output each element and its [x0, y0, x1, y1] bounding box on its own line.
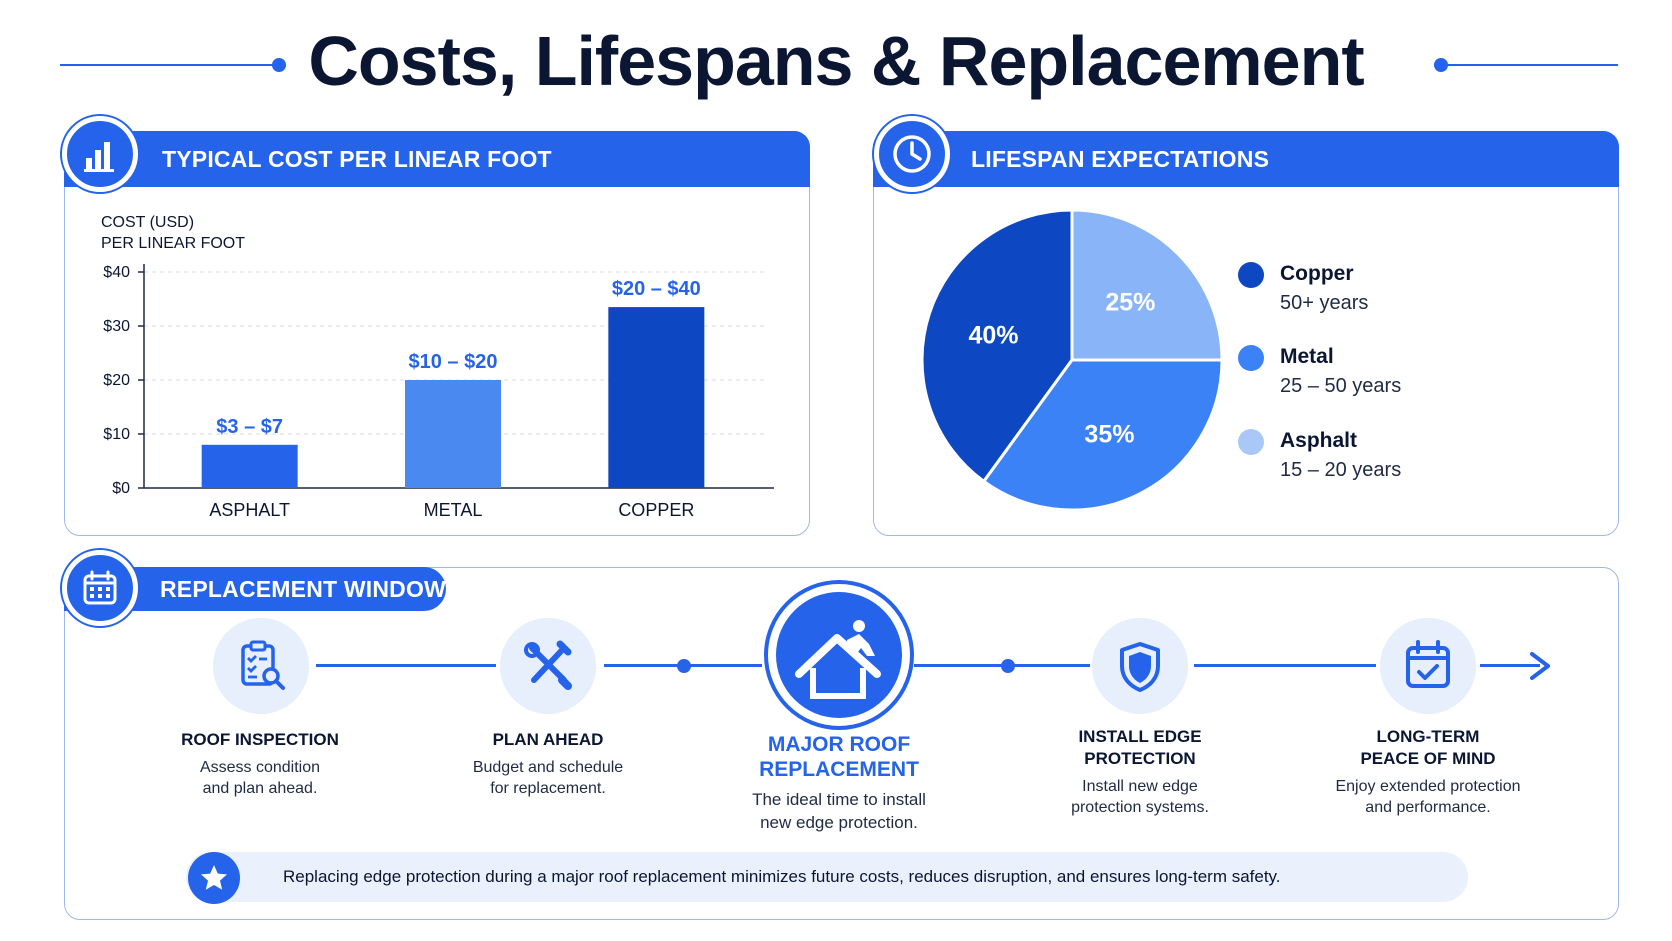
- pie-slice-copper: [920, 208, 1074, 484]
- clipboard-search-icon: [213, 618, 309, 714]
- step-title: LONG-TERM: [1376, 727, 1480, 746]
- calendar-icon: [83, 570, 117, 605]
- step-desc-line: The ideal time to install: [752, 790, 926, 809]
- roof-worker-icon: [764, 580, 914, 730]
- step-desc-line: Assess condition: [199, 759, 321, 776]
- step-desc-line: and performance.: [1365, 799, 1491, 816]
- legend-item-asphalt: Asphalt 15 – 20 years: [1238, 426, 1402, 484]
- bar-metal: [405, 380, 501, 488]
- pie-slice-asphalt: [1070, 208, 1224, 362]
- bar-data-label: $10 – $20: [409, 351, 498, 373]
- footer-text: Replacing edge protection during a major…: [283, 867, 1281, 886]
- legend-sub: 50+ years: [1280, 292, 1369, 314]
- legend-sub: 25 – 50 years: [1280, 375, 1402, 397]
- x-tick-label: METAL: [424, 500, 483, 520]
- step-major-roof-replacement: MAJOR ROOF REPLACEMENT The ideal time to…: [714, 732, 964, 834]
- cost-panel-header: TYPICAL COST PER LINEAR FOOT: [64, 131, 810, 187]
- step-desc-line: new edge protection.: [760, 813, 918, 832]
- y-tick-label: $20: [103, 372, 130, 389]
- pie-label: 25%: [1105, 289, 1155, 317]
- pie-label: 35%: [1084, 421, 1134, 449]
- footer-callout: [186, 852, 1468, 902]
- calendar-check-icon: [1380, 618, 1476, 714]
- step-title: PLAN AHEAD: [492, 730, 604, 749]
- y-tick-label: $30: [103, 318, 130, 335]
- step-desc-line: protection systems.: [1071, 799, 1209, 816]
- legend-swatch-metal: [1238, 345, 1264, 371]
- timeline-segment: [1480, 664, 1540, 667]
- bar-copper: [608, 307, 705, 488]
- step-title: ROOF INSPECTION: [181, 730, 339, 749]
- tools-icon: [500, 618, 596, 714]
- step-desc-line: for replacement.: [490, 780, 606, 797]
- y-axis-title-line1: COST (USD): [101, 214, 195, 231]
- x-tick-label: ASPHALT: [209, 500, 290, 520]
- legend-name: Metal: [1280, 345, 1334, 368]
- legend-swatch-asphalt: [1238, 429, 1264, 455]
- pie-label: 40%: [969, 322, 1019, 350]
- timeline-dot: [677, 659, 691, 673]
- step-roof-inspection: ROOF INSPECTION Assess condition and pla…: [160, 729, 360, 799]
- timeline-arrow-icon: [1530, 652, 1550, 680]
- step-description: Enjoy extended protection and performanc…: [1308, 776, 1548, 818]
- title-rule-left-dot: [272, 58, 286, 72]
- step-description: Install new edge protection systems.: [1030, 776, 1250, 818]
- step-title: INSTALL EDGE: [1078, 727, 1202, 746]
- legend-sub: 15 – 20 years: [1280, 459, 1402, 481]
- timeline-dot: [1001, 659, 1015, 673]
- cost-bar-chart: $0 $10 $20 $30 $40 $3 – $7 ASPHALT $10 – $20 MET…: [103, 264, 774, 520]
- title-rule-left: [60, 64, 282, 66]
- x-tick-label: COPPER: [618, 500, 694, 520]
- step-install-edge-protection: INSTALL EDGE PROTECTION Install new edge…: [1030, 726, 1250, 818]
- legend-name: Copper: [1280, 262, 1354, 285]
- bar-data-label: $3 – $7: [216, 416, 283, 438]
- step-title: MAJOR ROOF: [767, 733, 911, 756]
- timeline-segment: [1194, 664, 1376, 667]
- step-desc-line: and plan ahead.: [202, 780, 318, 797]
- step-title-line2: REPLACEMENT: [759, 758, 919, 781]
- legend-name: Asphalt: [1280, 429, 1358, 452]
- title-rule-right: [1440, 64, 1618, 66]
- step-title-line2: PEACE OF MIND: [1360, 749, 1496, 768]
- page-title: Costs, Lifespans & Replacement: [308, 22, 1364, 100]
- pie-slice-metal: [981, 358, 1224, 512]
- step-title-line2: PROTECTION: [1084, 749, 1196, 768]
- cost-panel-badge: [62, 116, 138, 192]
- step-description: The ideal time to install new edge prote…: [714, 788, 964, 834]
- step-description: Assess condition and plan ahead.: [160, 757, 360, 799]
- y-tick-label: $40: [103, 264, 130, 281]
- step-peace-of-mind: LONG-TERM PEACE OF MIND Enjoy extended p…: [1308, 726, 1548, 818]
- shield-icon: [1092, 618, 1188, 714]
- replacement-panel-badge: [62, 550, 138, 626]
- bar-asphalt: [201, 444, 298, 488]
- lifespan-pie-chart: 40% 25% 35%: [920, 208, 1224, 512]
- step-desc-line: Budget and schedule: [472, 759, 624, 776]
- y-axis-title-line2: PER LINEAR FOOT: [101, 235, 246, 252]
- y-tick-label: $10: [103, 426, 130, 443]
- legend-item-metal: Metal 25 – 50 years: [1238, 342, 1402, 400]
- bar-data-label: $20 – $40: [612, 278, 701, 300]
- clock-icon: [893, 135, 931, 173]
- timeline-segment: [316, 664, 496, 667]
- legend-swatch-copper: [1238, 262, 1264, 288]
- y-tick-label: $0: [112, 480, 130, 497]
- step-desc-line: Enjoy extended protection: [1335, 778, 1521, 795]
- step-description: Budget and schedule for replacement.: [438, 757, 658, 799]
- legend-item-copper: Copper 50+ years: [1238, 259, 1369, 317]
- lifespan-panel-badge: [874, 116, 950, 192]
- star-icon: [188, 852, 240, 904]
- step-desc-line: Install new edge: [1082, 778, 1198, 795]
- y-axis-title: COST (USD) PER LINEAR FOOT: [101, 212, 245, 254]
- step-plan-ahead: PLAN AHEAD Budget and schedule for repla…: [438, 729, 658, 799]
- bar-chart-icon: [84, 142, 114, 172]
- lifespan-panel-header: LIFESPAN EXPECTATIONS: [873, 131, 1619, 187]
